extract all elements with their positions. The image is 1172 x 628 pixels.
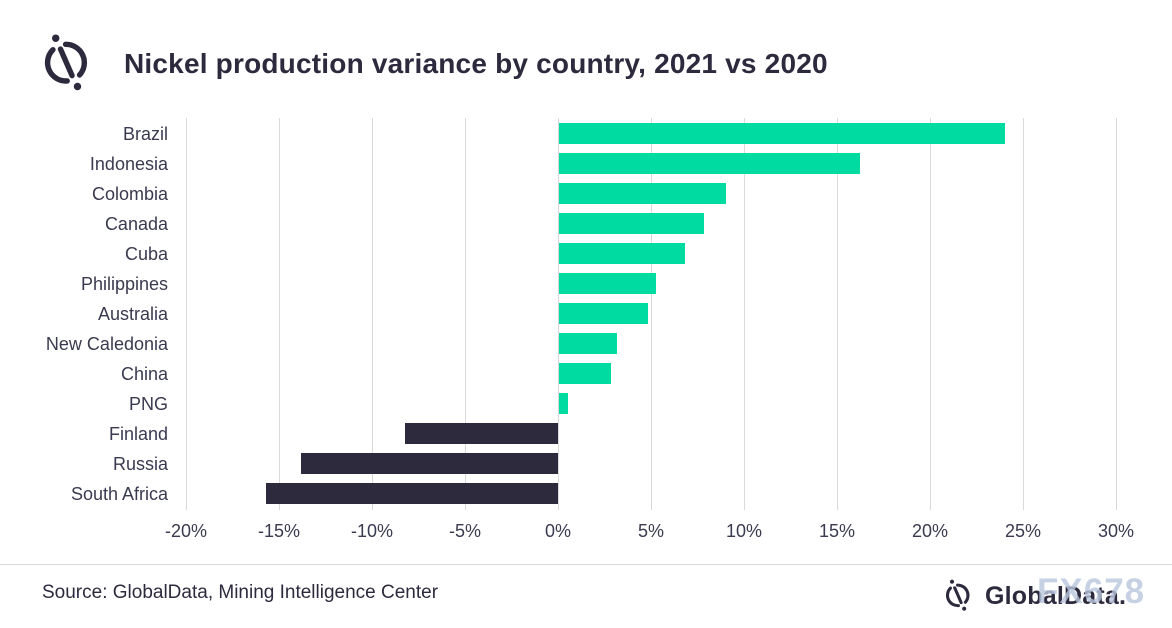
x-tick-label: 20% [911,521,949,541]
fx678-watermark: FX678 [1037,572,1146,611]
gridline [279,118,280,510]
y-axis-label-new-caledonia: New Caledonia [45,333,168,354]
x-tick-label: 0% [544,521,572,541]
y-axis-label-indonesia: Indonesia [89,153,168,174]
y-axis-label-canada: Canada [104,213,168,234]
bar-china [559,363,612,384]
x-tick-label: 10% [725,521,763,541]
x-tick-label: 15% [818,521,856,541]
gridline [465,118,466,510]
x-tick-label: 25% [1004,521,1042,541]
gridline [837,118,838,510]
bar-brazil [559,123,1006,144]
bar-canada [559,213,705,234]
y-axis-label-colombia: Colombia [91,183,168,204]
y-axis-label-russia: Russia [112,453,168,474]
globaldata-logo-icon [36,28,104,96]
x-tick-label: -5% [448,521,482,541]
bar-new-caledonia [559,333,617,354]
y-axis-label-philippines: Philippines [80,273,168,294]
x-tick-label: -15% [257,521,301,541]
bar-colombia [559,183,727,204]
y-axis-label-south-africa: South Africa [70,483,168,504]
x-tick-label: -20% [164,521,208,541]
globaldata-footer-logo-icon [945,579,970,612]
bar-finland [405,423,558,444]
x-tick-label: 5% [637,521,665,541]
x-tick-label: -10% [350,521,394,541]
gridline [186,118,187,510]
chart-title: Nickel production variance by country, 2… [124,48,828,79]
footer-divider [0,564,1172,565]
gridline [1116,118,1117,510]
y-axis-label-finland: Finland [108,423,168,444]
y-axis-label-png: PNG [128,393,168,414]
bar-philippines [559,273,656,294]
gridline [372,118,373,510]
gridline [1023,118,1024,510]
gridline [651,118,652,510]
bar-png [559,393,569,414]
gridline [558,118,559,510]
y-axis-label-australia: Australia [97,303,168,324]
globaldata-brand-text: GlobalData. [985,582,1127,610]
x-tick-label: 30% [1097,521,1135,541]
bar-russia [301,453,558,474]
bar-cuba [559,243,686,264]
y-axis-label-china: China [120,363,168,384]
y-axis-label-brazil: Brazil [122,123,168,144]
source-text: Source: GlobalData, Mining Intelligence … [42,582,439,603]
gridline [744,118,745,510]
gridline [930,118,931,510]
bar-australia [559,303,649,324]
bar-indonesia [559,153,861,174]
y-axis-label-cuba: Cuba [124,243,168,264]
bar-south-africa [265,483,558,504]
